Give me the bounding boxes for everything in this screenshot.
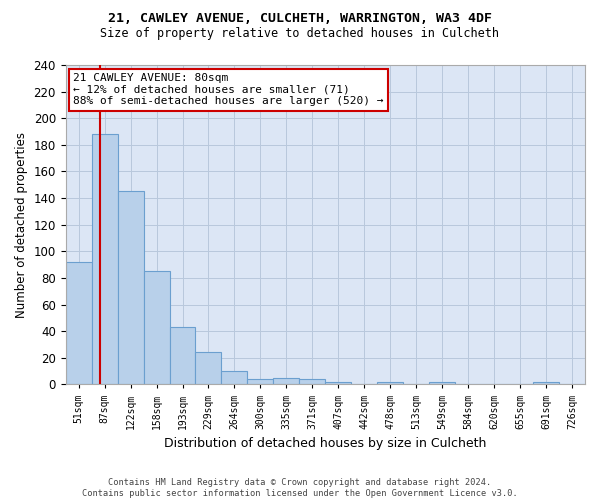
Bar [377,382,403,384]
Bar [196,352,221,384]
Bar [170,327,196,384]
Text: 21 CAWLEY AVENUE: 80sqm
← 12% of detached houses are smaller (71)
88% of semi-de: 21 CAWLEY AVENUE: 80sqm ← 12% of detache… [73,73,384,106]
Bar [247,379,274,384]
Bar [118,192,143,384]
Bar [325,382,351,384]
Text: Size of property relative to detached houses in Culcheth: Size of property relative to detached ho… [101,28,499,40]
Bar [143,272,170,384]
Text: Contains HM Land Registry data © Crown copyright and database right 2024.
Contai: Contains HM Land Registry data © Crown c… [82,478,518,498]
Bar [221,371,247,384]
Bar [92,134,118,384]
Bar [299,379,325,384]
Bar [429,382,455,384]
Y-axis label: Number of detached properties: Number of detached properties [15,132,28,318]
Bar [65,262,92,384]
X-axis label: Distribution of detached houses by size in Culcheth: Distribution of detached houses by size … [164,437,487,450]
Bar [533,382,559,384]
Bar [274,378,299,384]
Text: 21, CAWLEY AVENUE, CULCHETH, WARRINGTON, WA3 4DF: 21, CAWLEY AVENUE, CULCHETH, WARRINGTON,… [108,12,492,26]
